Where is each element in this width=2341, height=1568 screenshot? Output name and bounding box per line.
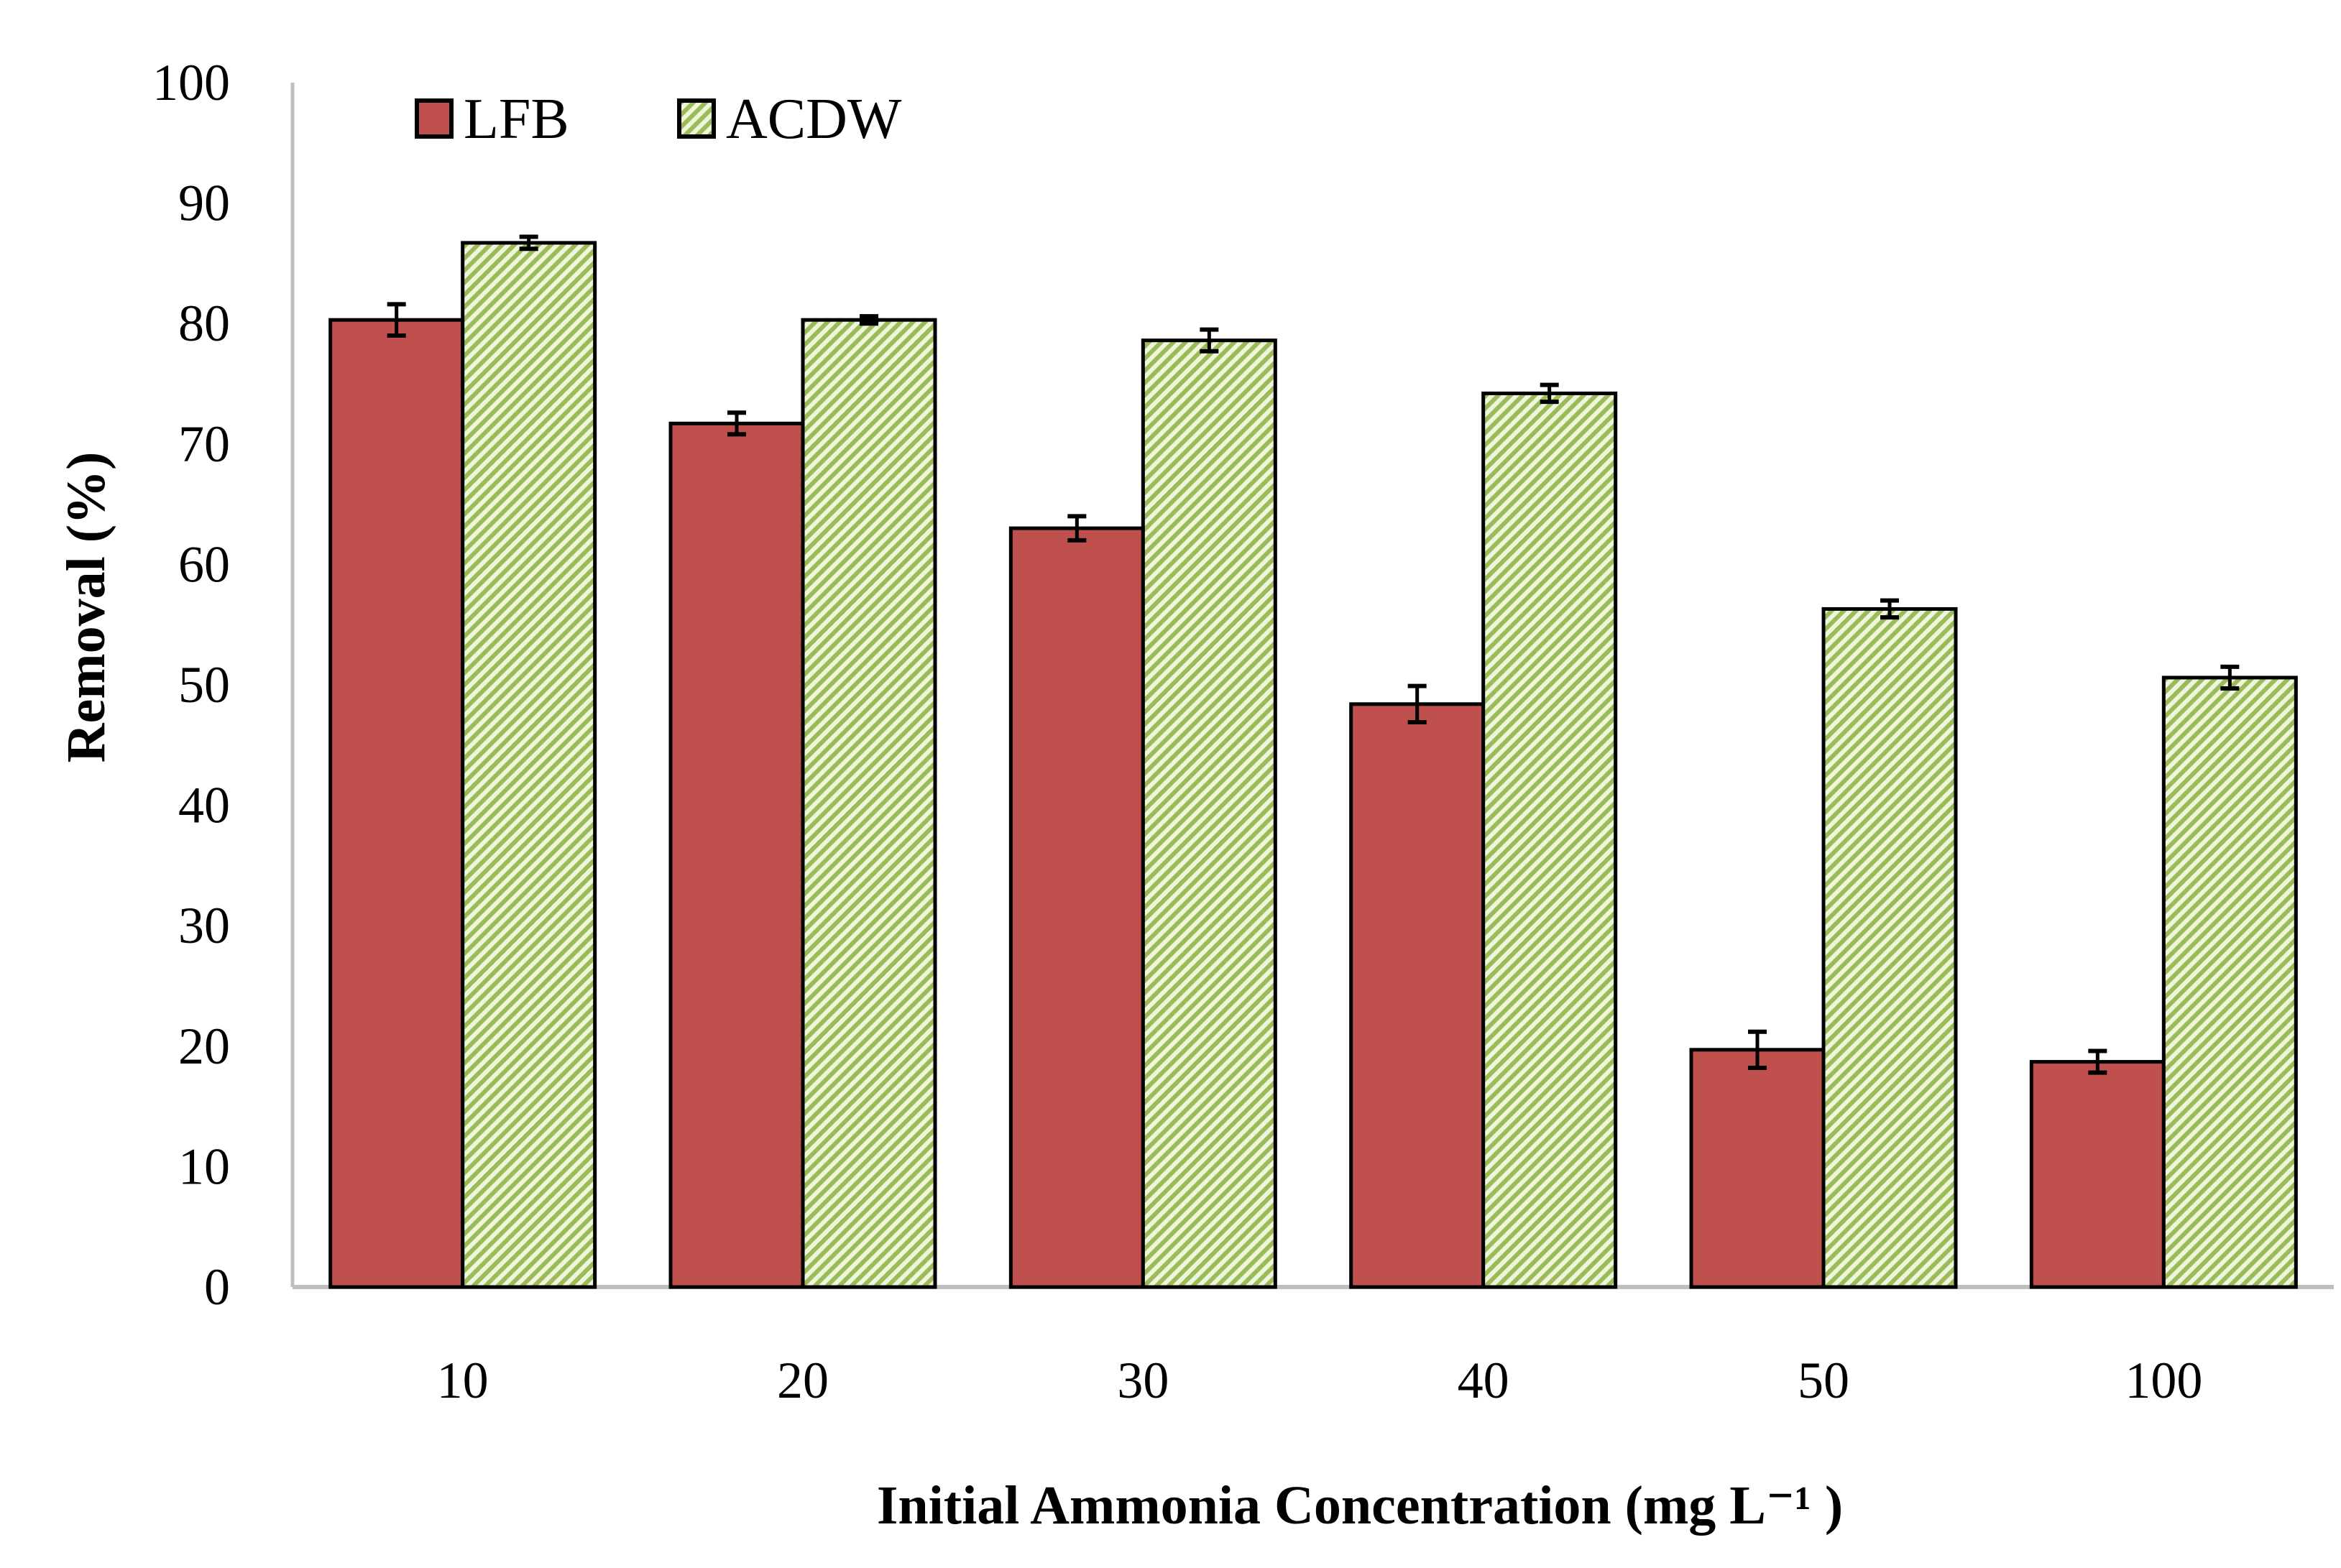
bar-acdw [2161,675,2298,1289]
bar-acdw [801,318,937,1289]
error-bar [1407,683,1427,724]
x-tick-label: 30 [1117,1352,1169,1409]
error-bar [1540,382,1559,405]
y-tick-label: 40 [178,777,230,834]
y-tick-label: 20 [178,1018,230,1075]
error-bar [1067,514,1087,543]
error-bar [727,410,746,437]
x-tick-label: 100 [2125,1352,2202,1409]
error-bar [1880,598,1899,620]
y-tick-label: 80 [178,295,230,352]
y-tick-label: 50 [178,656,230,714]
bar-acdw [461,241,597,1289]
y-tick-label: 70 [178,415,230,473]
x-tick-label: 40 [1458,1352,1509,1409]
error-bar [1200,327,1219,354]
axes: 0 10 20 30 40 50 60 70 80 90 100 10 20 30 40 50 100 [152,54,2334,1409]
error-bar [860,314,878,326]
error-bar [2088,1048,2107,1075]
bar-acdw [1141,338,1277,1289]
bar-acdw [1481,391,1618,1289]
bar-lfb [1689,1048,1826,1289]
legend-swatch-lfb [415,98,454,139]
error-bar [2220,664,2240,691]
error-bar [387,302,406,338]
y-tick-label: 30 [178,897,230,954]
x-tick-label: 50 [1798,1352,1849,1409]
y-tick-label: 90 [178,175,230,232]
legend-label: LFB [464,88,569,151]
y-tick-label: 10 [178,1138,230,1195]
error-bar [519,234,538,252]
bars [328,234,2298,1289]
x-tick-label: 20 [777,1352,829,1409]
legend: LFB ACDW [415,88,902,151]
y-tick-label: 60 [178,535,230,593]
x-axis-title: Initial Ammonia Concentration (mg L⁻¹ ) [877,1475,1843,1536]
x-tick-label: 10 [437,1352,489,1409]
bar-lfb [2029,1060,2166,1289]
bar-lfb [1349,702,1486,1289]
bar-lfb [668,421,805,1289]
y-axis-title: Removal (%) [56,452,116,763]
bar-acdw [1821,607,1958,1289]
legend-label: ACDW [726,88,902,151]
error-bar [1748,1029,1767,1070]
y-tick-label: 0 [204,1258,230,1316]
bar-lfb [328,318,465,1289]
y-tick-label: 100 [152,54,230,111]
bar-lfb [1008,526,1145,1289]
legend-swatch-acdw [677,98,716,139]
